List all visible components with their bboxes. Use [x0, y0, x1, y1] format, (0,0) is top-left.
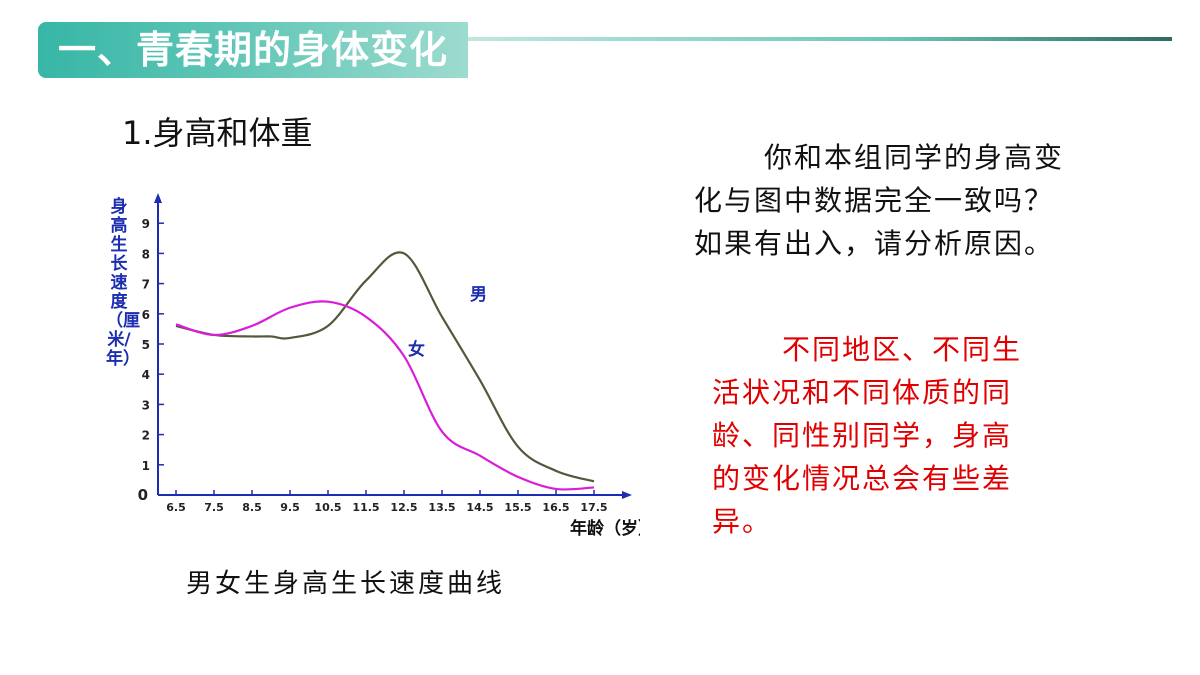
question-text: 你和本组同学的身高变 化与图中数据完全一致吗？ 如果有出入，请分析原因。: [694, 136, 1124, 265]
section-subtitle: 1.身高和体重: [122, 114, 313, 152]
x-tick-label: 17.5: [580, 501, 607, 514]
x-tick-label: 16.5: [542, 501, 569, 514]
x-axis-arrow: [622, 491, 632, 499]
y-tick-label: 1: [142, 459, 150, 473]
x-tick-label: 10.5: [314, 501, 341, 514]
chart-caption: 男女生身高生长速度曲线: [186, 569, 506, 599]
question-line-3: 如果有出入，请分析原因。: [694, 227, 1055, 260]
answer-line-3: 龄、同性别同学，身高: [712, 419, 1013, 452]
series-label-female: 女: [408, 339, 425, 360]
x-tick-label: 15.5: [504, 501, 531, 514]
growth-rate-chart: 0 1 2 3 4 5 6 7 8 9 6.5 7.5 8.5 9.5 10.5 11.5 12.5 13.5 14…: [138, 193, 640, 539]
y-tick-label: 8: [142, 247, 150, 261]
y-tick-label: 0: [138, 486, 148, 504]
question-line-2: 化与图中数据完全一致吗？: [694, 184, 1055, 217]
x-tick-label: 12.5: [390, 501, 417, 514]
y-tick-label: 9: [142, 217, 150, 231]
title-banner: [38, 22, 468, 78]
answer-line-5: 异。: [712, 505, 773, 538]
y-tick-label: 3: [142, 398, 150, 412]
answer-line-1: 不同地区、不同生: [782, 333, 1023, 366]
series-line-female: [175, 300, 595, 491]
answer-text: 不同地区、不同生 活状况和不同体质的同 龄、同性别同学，身高 的变化情况总会有些…: [712, 328, 1072, 543]
question-line-1: 你和本组同学的身高变: [764, 141, 1065, 174]
y-tick-label: 7: [142, 278, 150, 292]
series-label-male: 男: [470, 285, 487, 305]
y-tick-label: 6: [142, 308, 150, 322]
y-axis-arrow: [154, 193, 162, 203]
x-axis-label: 年龄（岁）: [570, 518, 640, 539]
chart-y-axis-label: 身高生长速度（厘米/年）: [106, 197, 140, 369]
answer-line-4: 的变化情况总会有些差: [712, 462, 1013, 495]
answer-line-2: 活状况和不同体质的同: [712, 376, 1013, 409]
x-tick-label: 14.5: [466, 501, 493, 514]
x-tick-label: 9.5: [280, 501, 300, 514]
y-tick-label: 5: [142, 338, 150, 352]
x-tick-label: 6.5: [166, 501, 186, 514]
x-tick-label: 11.5: [352, 501, 379, 514]
slide-title: 一、青春期的身体变化: [58, 28, 449, 72]
series-line-male: [175, 251, 595, 483]
title-underline: [468, 37, 1172, 41]
y-tick-label: 4: [142, 368, 150, 382]
y-tick-label: 2: [142, 429, 150, 443]
x-tick-label: 13.5: [428, 501, 455, 514]
x-tick-label: 7.5: [204, 501, 224, 514]
x-tick-label: 8.5: [242, 501, 262, 514]
